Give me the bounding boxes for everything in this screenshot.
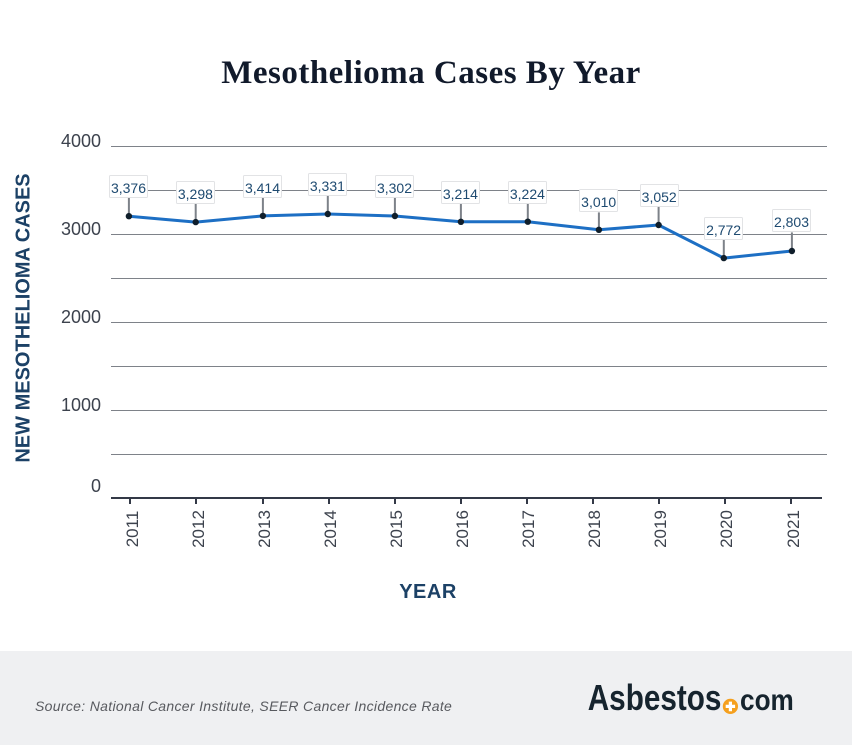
svg-text:com: com (740, 683, 794, 716)
svg-text:Asbestos: Asbestos (588, 679, 722, 718)
